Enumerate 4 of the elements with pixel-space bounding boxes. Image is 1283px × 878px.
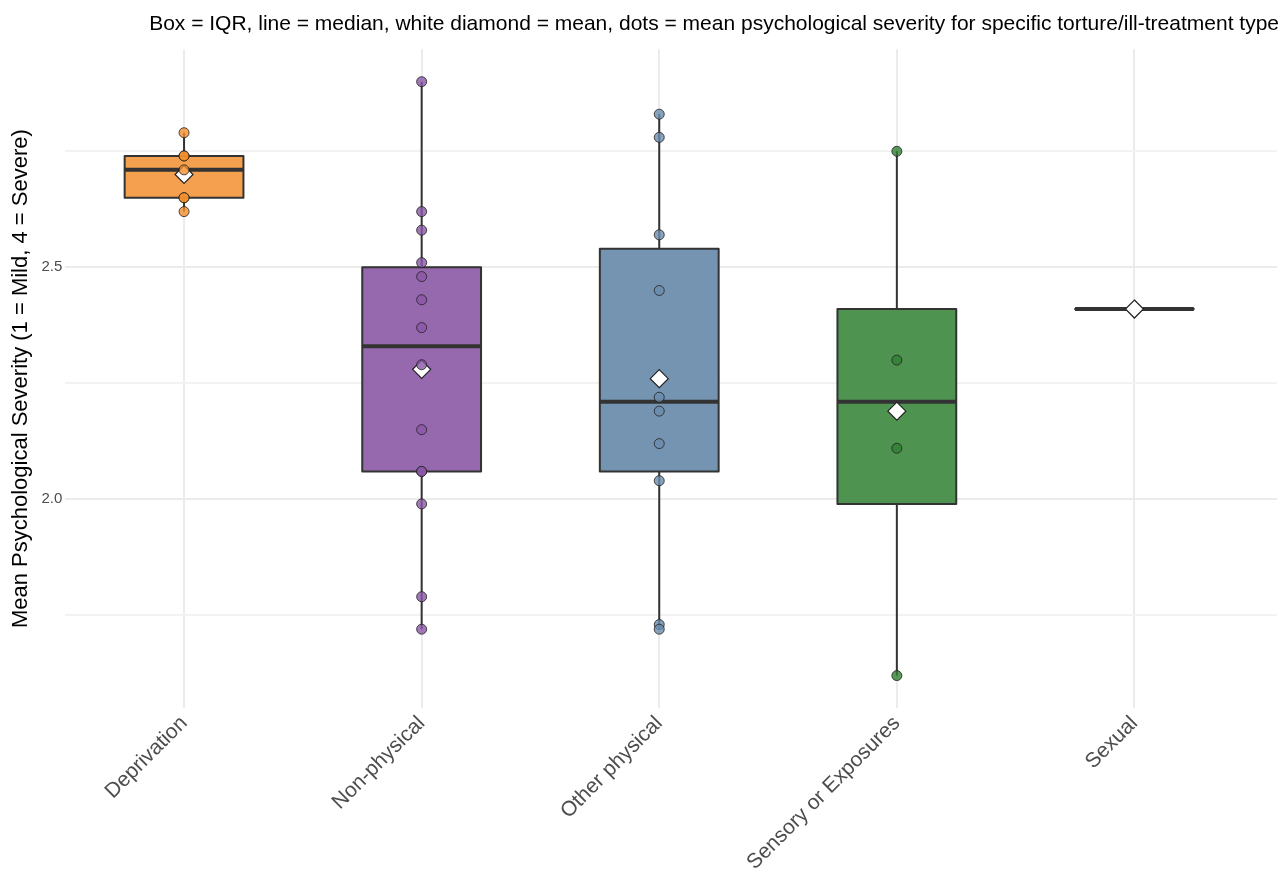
- y-tick-label: 2.0: [41, 489, 63, 507]
- y-tick-label: 2.5: [41, 257, 63, 275]
- chart-title: Box = IQR, line = median, white diamond = mean, dots = mean psychological severity for specific torture/ill-treatment type: [149, 11, 1279, 35]
- y-axis-title: Mean Psychological Severity (1 = Mild, 4 = Severe): [7, 129, 33, 629]
